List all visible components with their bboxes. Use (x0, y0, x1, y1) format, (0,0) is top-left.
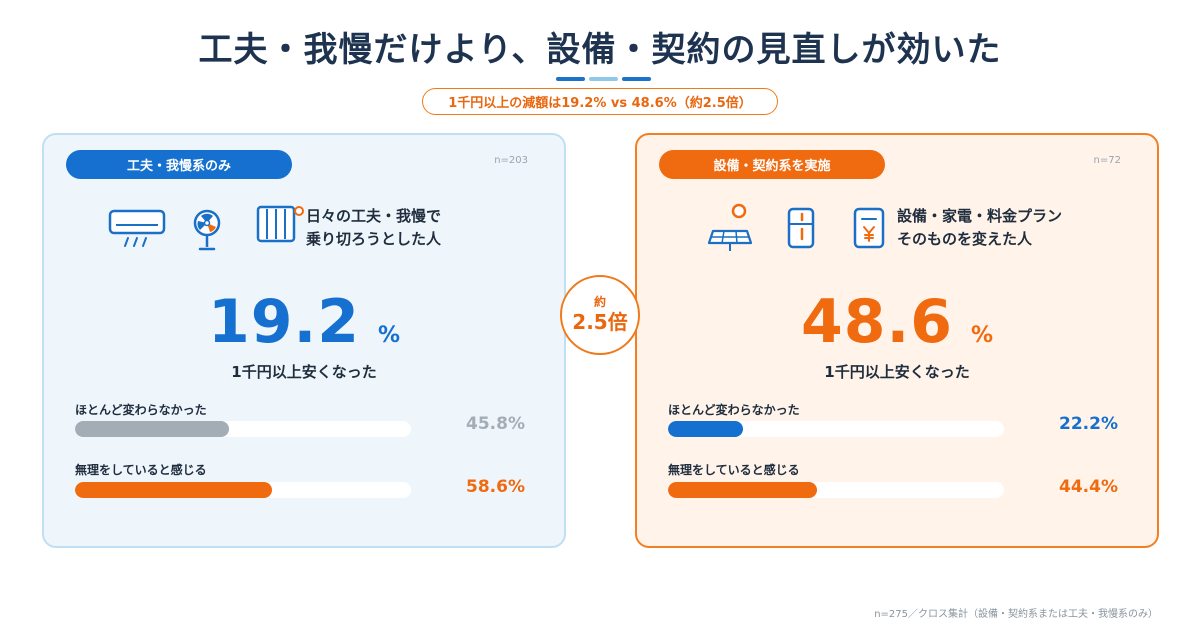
headline-value: 19.2 (207, 287, 360, 357)
panel-equipment-contract: 設備・契約系を実施 n=72 設備・家電・料金プラン そのものを変えた人 48.… (635, 133, 1159, 548)
accent-bar-2 (589, 77, 618, 81)
sample-size: n=72 (1093, 155, 1121, 166)
ratio-badge: 約 2.5倍 (560, 275, 640, 355)
headline-unit: % (378, 323, 401, 348)
heater-icon (256, 205, 304, 243)
subtitle-text: 1千円以上の減額は19.2% vs 48.6%（約2.5倍） (448, 96, 752, 111)
headline-caption: 1千円以上安くなった (231, 363, 377, 381)
bar-label: ほとんど変わらなかった (75, 403, 207, 417)
bill-icon (853, 207, 885, 249)
headline-stat: 48.6 % (637, 287, 1157, 357)
description-line-1: 日々の工夫・我慢で (306, 207, 442, 225)
bar-track (75, 421, 411, 437)
bar-track (668, 482, 1004, 498)
panel-effort-only: 工夫・我慢系のみ n=203 日々の工夫・我慢で 乗り切ろうとした人 19.2 … (42, 133, 566, 548)
headline-unit: % (971, 323, 994, 348)
bar-track (75, 482, 411, 498)
headline-stat: 19.2 % (44, 287, 564, 357)
sample-size: n=203 (494, 155, 528, 166)
panel-tag: 工夫・我慢系のみ (66, 150, 292, 179)
group-description: 設備・家電・料金プラン そのものを変えた人 (897, 205, 1062, 251)
ratio-prefix: 約 (593, 295, 606, 309)
bar-fill (75, 482, 272, 498)
title-accent-bars (556, 77, 651, 81)
ratio-value: 2.5倍 (572, 310, 628, 334)
bar-value: 45.8% (466, 414, 525, 434)
accent-bar-3 (622, 77, 651, 81)
description-line-2: そのものを変えた人 (897, 230, 1033, 248)
bar-value: 44.4% (1059, 477, 1118, 497)
air-conditioner-icon (108, 209, 166, 247)
bar-label: ほとんど変わらなかった (668, 403, 800, 417)
headline-value: 48.6 (800, 287, 953, 357)
fan-icon (193, 209, 221, 251)
bar-label: 無理をしていると感じる (75, 463, 207, 477)
page-title: 工夫・我慢だけより、設備・契約の見直しが効いた (198, 30, 1002, 70)
accent-bar-1 (556, 77, 585, 81)
group-description: 日々の工夫・我慢で 乗り切ろうとした人 (306, 205, 441, 251)
bar-fill (668, 482, 818, 498)
headline-caption: 1千円以上安くなった (824, 363, 970, 381)
bar-track (668, 421, 1004, 437)
bar-value: 58.6% (466, 477, 525, 497)
description-line-2: 乗り切ろうとした人 (306, 230, 442, 248)
panel-tag: 設備・契約系を実施 (659, 150, 885, 179)
bar-fill (75, 421, 229, 437)
bar-value: 22.2% (1059, 414, 1118, 434)
bar-label: 無理をしていると感じる (668, 463, 800, 477)
solar-panel-icon (707, 203, 753, 251)
subtitle-pill: 1千円以上の減額は19.2% vs 48.6%（約2.5倍） (422, 88, 778, 115)
refrigerator-icon (787, 207, 815, 249)
footnote: n=275／クロス集計（設備・契約系または工夫・我慢系のみ） (874, 609, 1158, 620)
bar-fill (668, 421, 743, 437)
description-line-1: 設備・家電・料金プラン (897, 207, 1063, 225)
